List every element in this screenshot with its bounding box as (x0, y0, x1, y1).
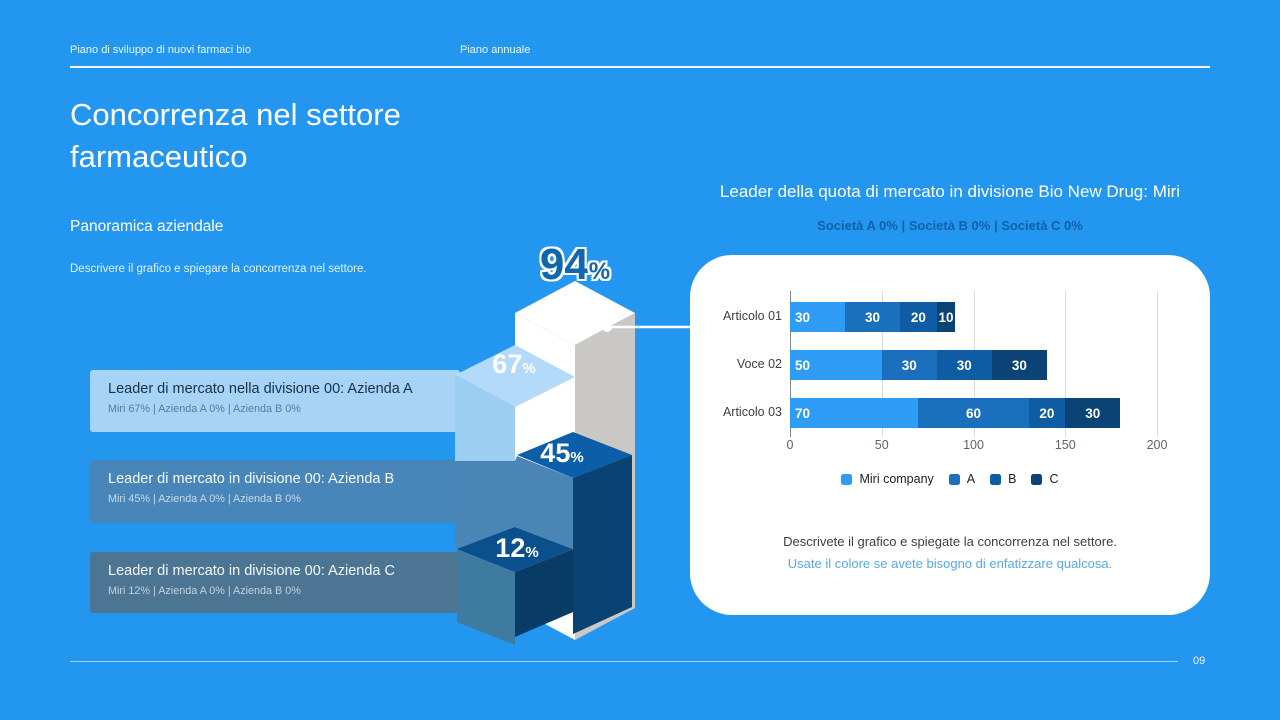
x-tick-label: 100 (963, 438, 984, 452)
bar-value-label: 20 (910, 309, 926, 325)
x-axis-ticks: 0 50 100 150 200 (786, 438, 1168, 454)
y-category-label: Articolo 01 (722, 309, 782, 323)
legend-item: Miri company (841, 472, 934, 486)
legend-swatch (948, 473, 960, 485)
bar-value-label: 30 (901, 357, 917, 373)
legend-label: Miri company (859, 472, 934, 486)
market-card-subtitle: Miri 45% | Azienda A 0% | Azienda B 0% (108, 493, 301, 505)
y-category-label: Articolo 03 (722, 405, 782, 419)
market-card-title: Leader di mercato in divisione 00: Azien… (108, 471, 395, 487)
chart-subtitle: Società A 0% | Società B 0% | Società C … (817, 218, 1083, 233)
x-tick-label: 50 (874, 438, 889, 452)
bar-value-label: 30 (956, 357, 972, 373)
page-title: Concorrenza nel settore farmaceutico (70, 97, 401, 174)
percent-label-45: 45% (516, 438, 608, 469)
callout-dot (602, 322, 612, 332)
column-side-face (575, 313, 635, 640)
header-left-label: Piano di sviluppo di nuovi farmaci bio (70, 44, 251, 56)
footer-divider (70, 661, 1178, 662)
percent-value: 67 (492, 349, 523, 379)
y-category-label: Voce 02 (736, 357, 782, 371)
bar-segment-c: 30 (991, 350, 1047, 380)
legend-label: A (966, 472, 976, 486)
gridline (1157, 291, 1158, 437)
bar-segment-b: 30 (936, 350, 992, 380)
legend-swatch (1031, 473, 1043, 485)
market-card-azienda-a: Leader di mercato nella divisione 00: Az… (90, 370, 460, 432)
chart-note-line1: Descrivete il grafico e spiegate la conc… (783, 534, 1117, 549)
market-card-title: Leader di mercato in divisione 00: Azien… (108, 563, 395, 579)
bar-segment-a: 30 (845, 302, 901, 332)
bar-segment-b: 20 (1028, 398, 1066, 428)
percent-value: 94 (539, 240, 589, 289)
plot-area: 30 30 20 10 50 30 30 30 70 60 20 30 (790, 291, 1158, 437)
percent-sign: % (588, 258, 611, 285)
bar-row: 70 60 20 30 (790, 398, 1157, 428)
step67-front-face (455, 375, 515, 461)
percent-value: 12 (495, 533, 526, 563)
percent-label-67: 67% (468, 349, 560, 380)
section-title: Panoramica aziendale (70, 218, 224, 235)
x-tick-label: 0 (786, 438, 794, 452)
bar-segment-a: 60 (918, 398, 1029, 428)
gridline (1065, 291, 1067, 437)
header-divider (70, 66, 1210, 68)
legend-label: C (1049, 472, 1059, 486)
percent-label-12: 12% (471, 533, 563, 564)
market-card-subtitle: Miri 12% | Azienda A 0% | Azienda B 0% (108, 585, 301, 597)
market-card-azienda-b: Leader di mercato in divisione 00: Azien… (90, 460, 458, 523)
header-right-label: Piano annuale (460, 44, 531, 56)
x-tick-label: 150 (1054, 438, 1076, 452)
legend-item: C (1031, 472, 1059, 486)
market-card-azienda-c: Leader di mercato in divisione 00: Azien… (90, 552, 458, 613)
bar-value-label: 30 (1011, 357, 1027, 373)
x-tick-label: 200 (1146, 438, 1168, 452)
legend-item: A (948, 472, 976, 486)
bar-value-label: 30 (865, 309, 881, 325)
bar-value-label: 70 (795, 405, 811, 421)
market-card-subtitle: Miri 67% | Azienda A 0% | Azienda B 0% (108, 403, 301, 415)
bar-value-label: 30 (1085, 405, 1101, 421)
bar-segment-b: 20 (900, 302, 937, 332)
bar-segment-miri-company: 30 (790, 302, 846, 332)
chart-note-line2: Usate il colore se avete bisogno di enfa… (787, 556, 1113, 571)
section-description: Descrivere il grafico e spiegare la conc… (70, 263, 367, 275)
chart-legend: Miri company A B C (690, 472, 1210, 486)
percent-sign: % (522, 360, 536, 377)
legend-swatch (990, 473, 1002, 485)
legend-label: B (1008, 472, 1017, 486)
bar-row: 30 30 20 10 (790, 302, 1157, 332)
market-card-title: Leader di mercato nella divisione 00: Az… (108, 381, 413, 397)
percent-label-94: 94% (510, 240, 640, 290)
bar-segment-miri-company: 70 (790, 398, 919, 428)
bar-segment-c: 10 (936, 302, 956, 332)
percent-sign: % (525, 544, 539, 561)
bar-segment-miri-company: 50 (790, 350, 882, 380)
bar-value-label: 10 (938, 309, 954, 325)
chart-card: 30 30 20 10 50 30 30 30 70 60 20 30 0 50 100 150 200 Mi… (690, 255, 1210, 615)
percent-sign: % (570, 449, 584, 466)
legend-swatch (841, 473, 853, 485)
bar-row: 50 30 30 30 (790, 350, 1157, 380)
bar-value-label: 60 (965, 405, 981, 421)
column-top-face (515, 281, 635, 345)
bar-segment-a: 30 (881, 350, 937, 380)
bar-value-label: 20 (1039, 405, 1055, 421)
step45-side-face (573, 455, 632, 634)
percent-value: 45 (540, 438, 571, 468)
page-number: 09 (1193, 655, 1206, 667)
bar-segment-c: 30 (1065, 398, 1121, 428)
bar-value-label: 50 (795, 357, 811, 373)
chart-title: Leader della quota di mercato in divisio… (719, 182, 1181, 201)
legend-item: B (990, 472, 1016, 486)
bar-value-label: 30 (795, 309, 811, 325)
